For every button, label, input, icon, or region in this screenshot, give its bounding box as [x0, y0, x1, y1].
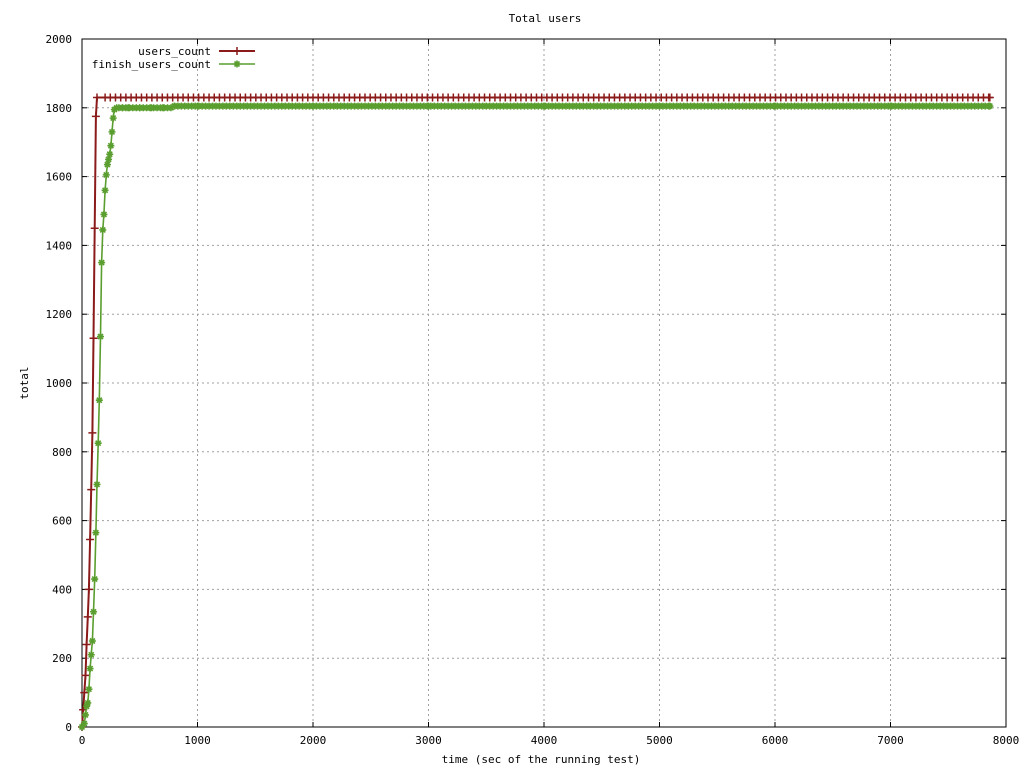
- data-point-1: [93, 480, 101, 488]
- data-point-0: [83, 612, 92, 621]
- y-tick-label: 800: [52, 446, 72, 459]
- y-tick-label: 2000: [46, 33, 73, 46]
- data-point-1: [98, 259, 106, 267]
- data-point-0: [87, 485, 96, 494]
- series-lines: [78, 93, 994, 731]
- data-point-0: [80, 688, 89, 697]
- series-markers-0: [78, 93, 994, 731]
- data-point-0: [90, 224, 99, 233]
- data-point-1: [100, 210, 108, 218]
- y-tick-label: 1800: [46, 102, 73, 115]
- data-point-0: [93, 93, 102, 102]
- data-point-0: [81, 671, 90, 680]
- x-tick-label: 8000: [993, 734, 1020, 747]
- data-point-1: [95, 396, 103, 404]
- legend-marker-1: [233, 60, 241, 68]
- data-point-1: [96, 333, 104, 341]
- x-tick-label: 0: [79, 734, 86, 747]
- x-tick-label: 7000: [877, 734, 904, 747]
- chart-title: Total users: [509, 12, 582, 25]
- x-tick-label: 5000: [646, 734, 673, 747]
- data-point-1: [101, 186, 109, 194]
- data-point-1: [80, 720, 88, 728]
- x-axis-label: time (sec of the running test): [442, 753, 641, 766]
- y-tick-label: 1400: [46, 239, 73, 252]
- data-point-1: [94, 439, 102, 447]
- data-point-1: [91, 575, 99, 583]
- y-tick-label: 1200: [46, 308, 73, 321]
- legend-label-users-count: users_count: [138, 45, 211, 58]
- data-point-1: [88, 637, 96, 645]
- data-point-1: [106, 150, 114, 158]
- data-point-1: [85, 685, 93, 693]
- data-point-1: [109, 114, 117, 122]
- data-point-0: [91, 112, 100, 121]
- data-point-0: [88, 428, 97, 437]
- data-point-1: [84, 699, 92, 707]
- data-point-1: [102, 171, 110, 179]
- x-tick-label: 1000: [184, 734, 211, 747]
- y-tick-label: 400: [52, 583, 72, 596]
- data-point-1: [99, 226, 107, 234]
- data-point-0: [89, 334, 98, 343]
- series-line-0: [81, 96, 990, 728]
- data-point-1: [87, 651, 95, 659]
- data-point-1: [108, 128, 116, 136]
- data-point-0: [82, 640, 91, 649]
- y-tick-label: 1000: [46, 377, 73, 390]
- data-point-0: [984, 93, 993, 102]
- y-tick-label: 1600: [46, 171, 73, 184]
- data-point-1: [985, 102, 993, 110]
- data-point-0: [86, 535, 95, 544]
- y-tick-label: 600: [52, 515, 72, 528]
- series-markers-1: [78, 102, 994, 731]
- data-point-0: [84, 585, 93, 594]
- y-tick-label: 200: [52, 652, 72, 665]
- series-line-1: [81, 105, 990, 728]
- grid-lines: [82, 39, 1006, 727]
- data-point-1: [107, 142, 115, 150]
- data-point-1: [90, 608, 98, 616]
- axis-ticks: 0 1000 2000 3000 4000 5000 6000 7000 8000 0 200 400…: [46, 33, 1020, 747]
- data-point-1: [81, 711, 89, 719]
- data-point-1: [105, 155, 113, 163]
- y-axis-label: total: [18, 366, 31, 399]
- x-tick-label: 2000: [300, 734, 327, 747]
- legend-marker-0: [233, 47, 241, 55]
- x-tick-label: 4000: [531, 734, 558, 747]
- x-tick-label: 3000: [415, 734, 442, 747]
- data-point-1: [86, 665, 94, 673]
- legend-label-finish-users-count: finish_users_count: [92, 58, 211, 71]
- data-point-1: [92, 529, 100, 537]
- legend: users_count finish_users_count: [92, 45, 255, 71]
- y-tick-label: 0: [65, 721, 72, 734]
- x-tick-label: 6000: [762, 734, 789, 747]
- data-point-1: [103, 161, 111, 169]
